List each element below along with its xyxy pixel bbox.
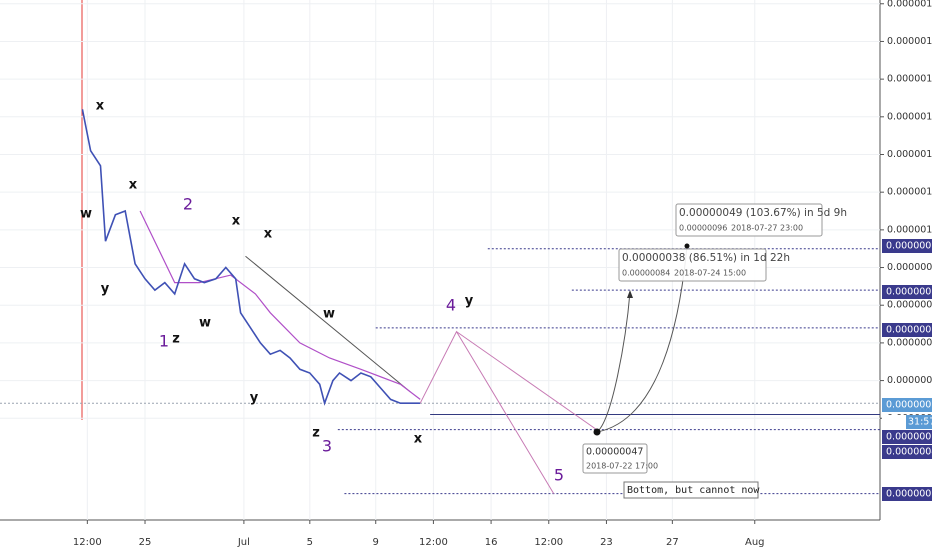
wave-label: y: [101, 282, 110, 297]
price-badge: 0.00000051: [882, 430, 932, 444]
measure-price: 0.00000084: [622, 269, 670, 278]
projection-line: [456, 331, 597, 431]
arrow-head: [627, 290, 633, 298]
bottom-time: 2018-07-22 17:00: [586, 462, 658, 471]
price-badge-label: 0.00000054: [886, 400, 932, 411]
wave-label: x: [96, 99, 105, 114]
x-tick-label: Jul: [237, 537, 250, 548]
bottom-box-bg: [582, 443, 648, 474]
measure-time: 2018-07-24 15:00: [674, 269, 746, 278]
price-badge-label: 0.00000030: [886, 489, 932, 500]
price-badge-bg: [882, 285, 932, 299]
x-tick-label: Aug: [745, 537, 765, 548]
wave-label: 2: [183, 195, 193, 214]
wave-label: 4: [446, 296, 456, 315]
price-badge-label: 0.00000084: [886, 287, 932, 298]
wave-label: x: [264, 227, 273, 242]
measure-box: 0.00000049 (103.67%) in 5d 9h 0.00000096 2…: [675, 203, 847, 237]
measure-title: 0.00000049 (103.67%) in 5d 9h: [679, 207, 847, 219]
measure-time: 2018-07-27 23:00: [731, 224, 803, 233]
x-tick-label: 23: [600, 537, 613, 548]
measure-point: [684, 243, 690, 249]
countdown: 31:57: [908, 417, 932, 428]
measure-box: 0.00000038 (86.51%) in 1d 22h 0.00000084 2…: [618, 248, 790, 282]
x-tick-label: 5: [307, 537, 313, 548]
x-tick-label: 27: [666, 537, 679, 548]
y-tick-label: 0.00000070: [887, 337, 932, 348]
measure-box-bg: [675, 203, 823, 237]
x-tick-label: 12:00: [73, 537, 102, 548]
price-badge: 0.00000084: [882, 285, 932, 299]
y-tick-label: 0.00000090: [887, 262, 932, 273]
bottom-box: 0.00000047 2018-07-22 17:00: [582, 443, 658, 474]
wave-label: 1: [159, 332, 169, 351]
price-badge: 0.00000054: [882, 398, 932, 412]
price-badge-bg: [882, 430, 932, 444]
wave-label: w: [80, 207, 92, 222]
x-tick-label: 12:00: [534, 537, 563, 548]
wave-label: w: [199, 316, 211, 331]
price-badge: 0.00000095: [882, 239, 932, 253]
price-badge-label: 0.00000095: [886, 241, 932, 252]
wave-label: w: [323, 307, 335, 322]
price-badge-bg: [882, 398, 932, 412]
x-tick-label: 16: [485, 537, 498, 548]
note-box-bg: [623, 481, 759, 499]
price-badge-label: 0.00000074: [886, 325, 932, 336]
moving-average: [139, 210, 421, 400]
y-tick-label: 0.00000130: [887, 111, 932, 122]
price-badge-label: 0.00000047: [886, 447, 932, 458]
price-badge-bg: [882, 445, 932, 459]
bottom-point: [593, 428, 601, 436]
y-tick-label: 0.00000120: [887, 149, 932, 160]
measure-price: 0.00000096: [679, 224, 727, 233]
wave-label: z: [172, 332, 180, 347]
countdown-box: [906, 415, 932, 429]
wave-label: y: [250, 391, 259, 406]
x-tick-label: 25: [139, 537, 152, 548]
price-badge: 0.00000074: [882, 323, 932, 337]
price-badge-label: 0.00000051: [886, 432, 932, 443]
price-badge-bg: [882, 239, 932, 253]
measure-title: 0.00000038 (86.51%) in 1d 22h: [622, 252, 790, 264]
y-tick-label: 0.00000160: [887, 0, 932, 9]
trend-line: [245, 255, 411, 393]
bottom-price: 0.00000047: [586, 447, 643, 458]
price-line: [81, 109, 421, 406]
price-badge: 0.00000030: [882, 487, 932, 501]
y-tick-label: 0.00000100: [887, 224, 932, 235]
y-tick-label: 0.00000110: [887, 187, 932, 198]
wave-label: x: [414, 432, 423, 447]
y-tick-label: 0.00000150: [887, 36, 932, 47]
price-badge-bg: [882, 323, 932, 337]
y-tick-label: 0.00000060: [887, 375, 932, 386]
wave-label: x: [129, 178, 138, 193]
measure-arc: [596, 291, 631, 433]
wave-label: 5: [554, 466, 564, 485]
note: Bottom, but cannot now: [627, 485, 760, 496]
x-tick-label: 9: [373, 537, 379, 548]
wave-label: x: [232, 214, 241, 229]
y-tick-label: 0.00000140: [887, 74, 932, 85]
x-tick-label: 12:00: [419, 537, 448, 548]
note-box: Bottom, but cannot now: [623, 481, 760, 499]
wave-label: 3: [322, 437, 332, 456]
wave-label: z: [312, 426, 320, 441]
price-badge-bg: [882, 487, 932, 501]
wave-label: y: [465, 294, 474, 309]
y-tick-label: 0.00000080: [887, 300, 932, 311]
price-badge: 0.00000047: [882, 445, 932, 459]
measure-box-bg: [618, 248, 767, 282]
